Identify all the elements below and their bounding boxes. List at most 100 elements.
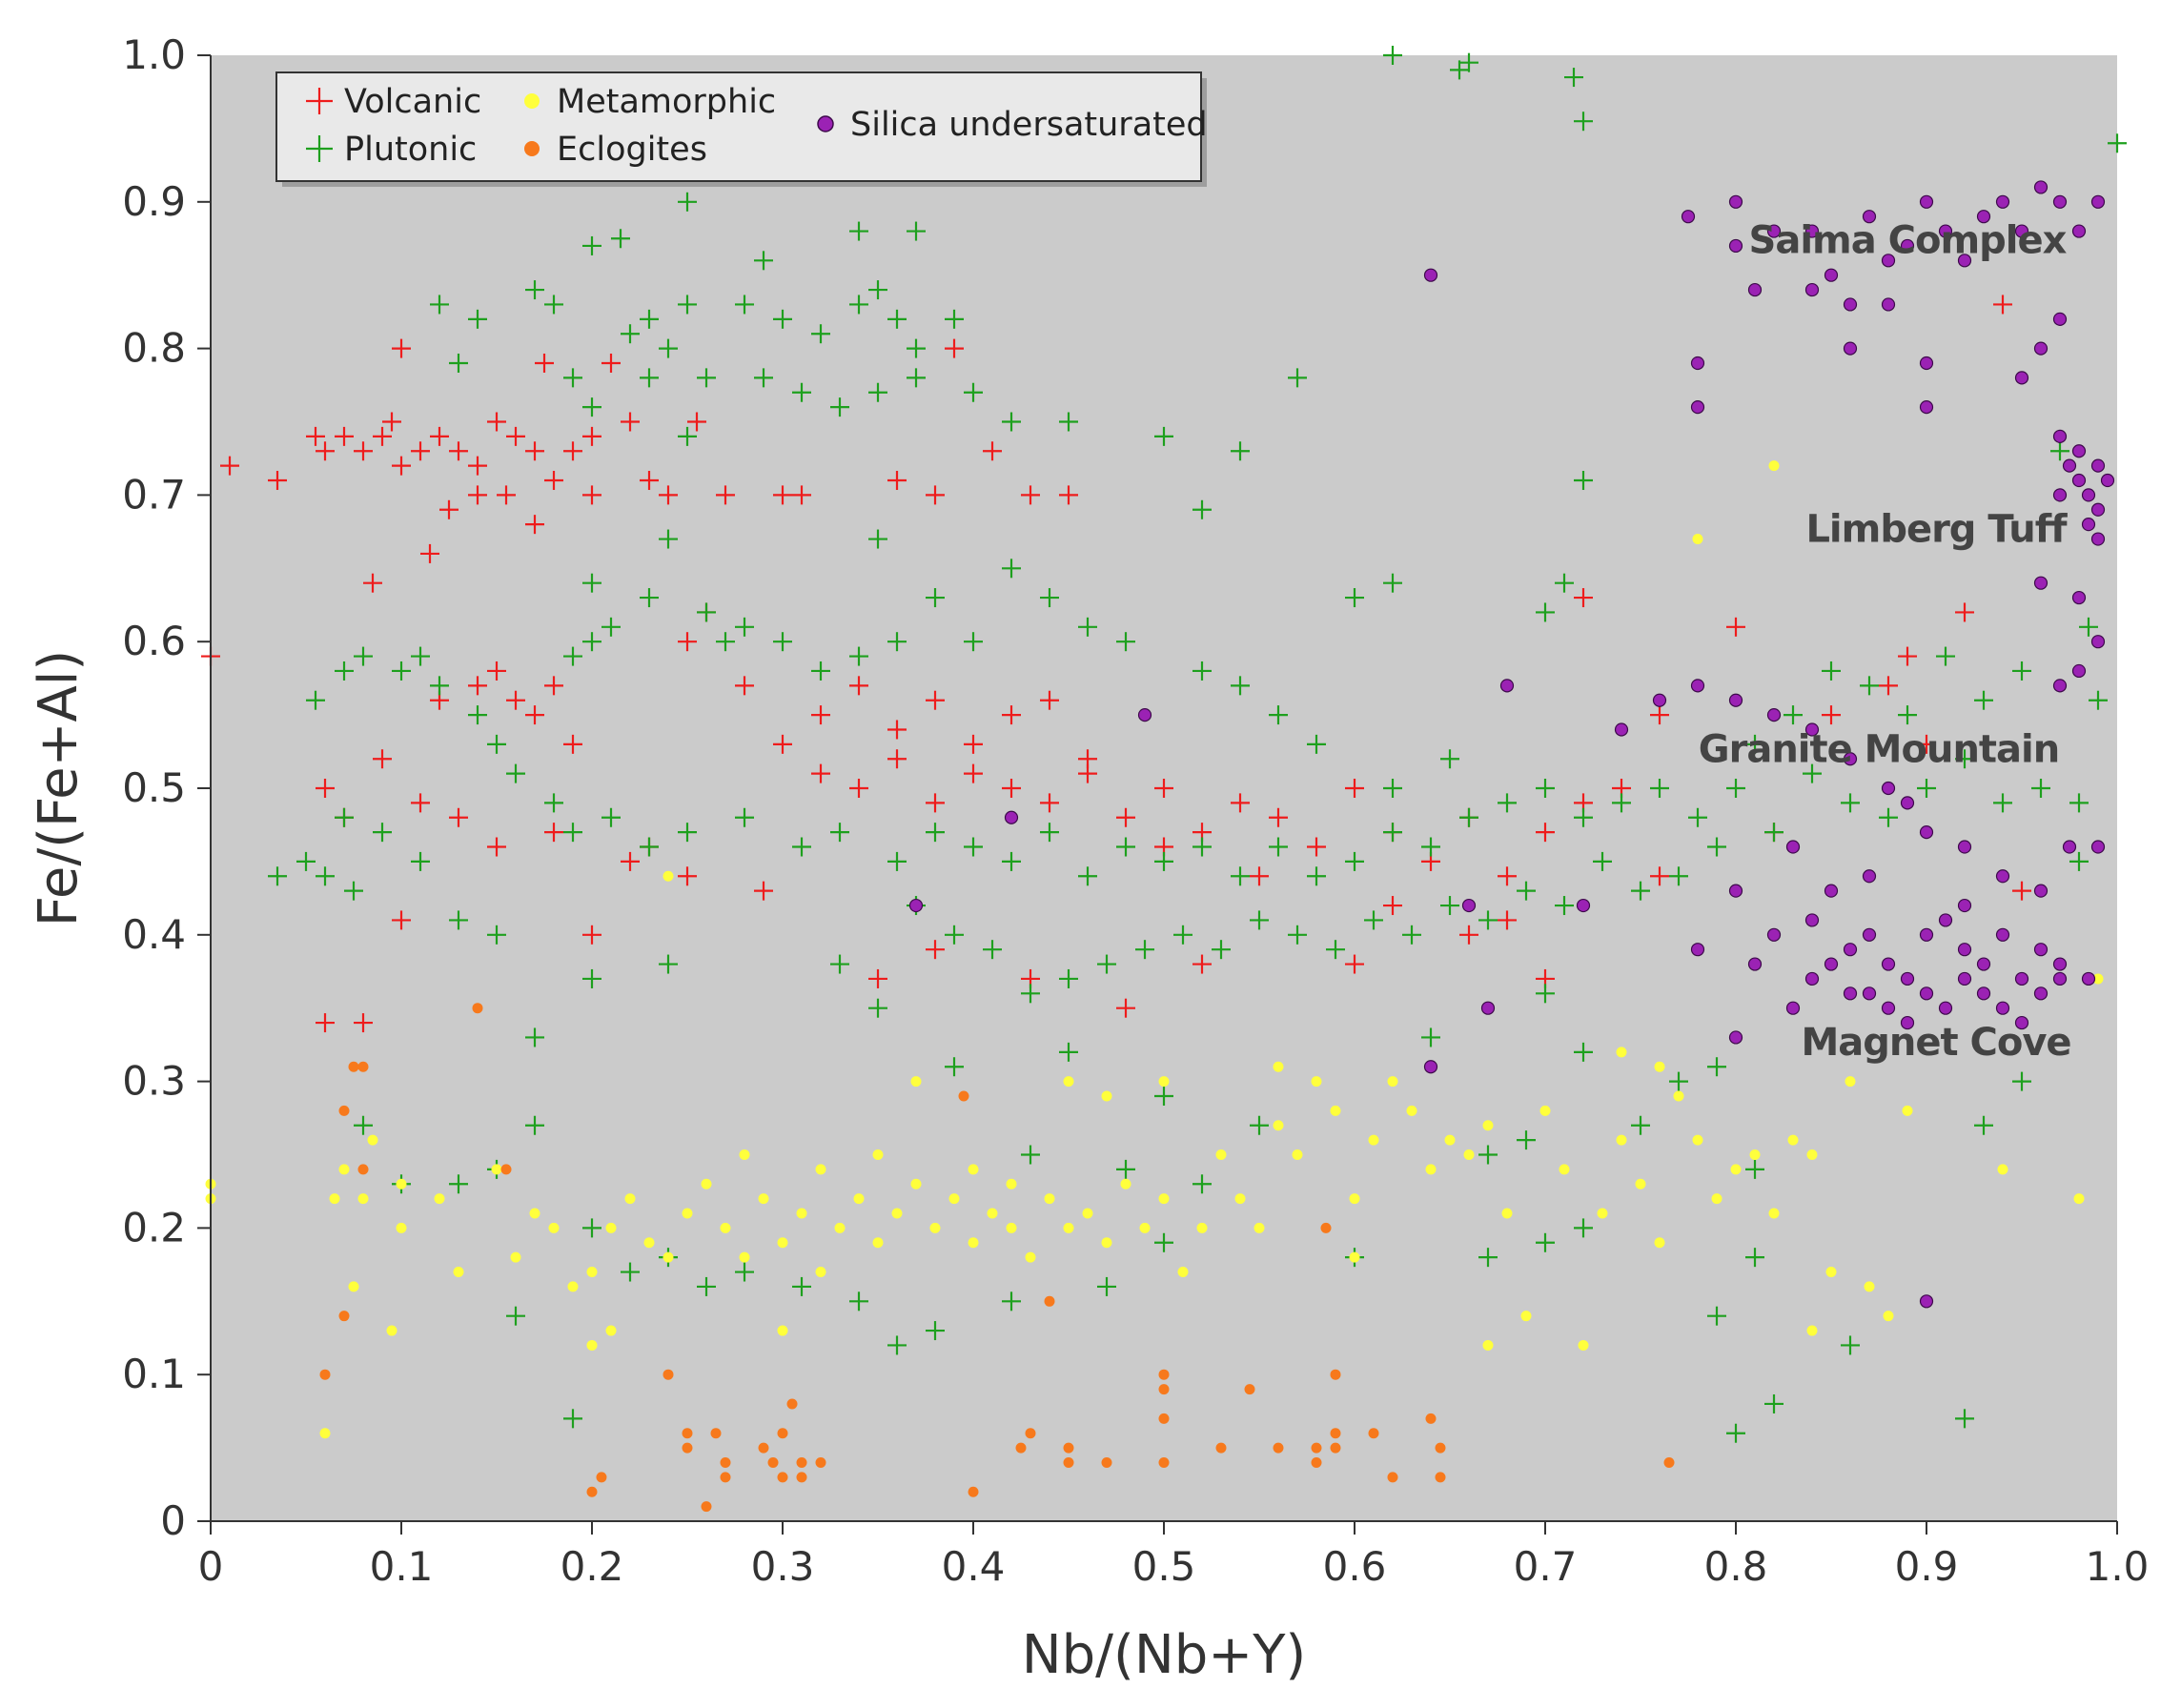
plutonic-point <box>1707 1057 1726 1077</box>
plutonic-point <box>1745 1159 1764 1179</box>
volcanic-point <box>220 456 239 476</box>
y-tick-label: 0.9 <box>122 178 186 225</box>
metamorphic-point <box>1559 1164 1570 1175</box>
plutonic-point <box>2069 793 2089 813</box>
plutonic-point <box>1116 837 1135 857</box>
silica-undersaturated-point <box>2014 971 2029 986</box>
metamorphic-point <box>2092 973 2104 985</box>
volcanic-point <box>468 485 487 505</box>
silica-undersaturated-point <box>1957 254 1972 268</box>
annotation-label: Magnet Cove <box>1801 1021 2070 1065</box>
plutonic-point <box>1002 559 1021 579</box>
silica-undersaturated-point <box>1881 1001 1896 1015</box>
silica-undersaturated-point <box>1690 356 1705 371</box>
metamorphic-point <box>1349 1193 1360 1205</box>
metamorphic-point <box>529 1208 540 1219</box>
volcanic-point <box>1040 793 1059 813</box>
metamorphic-point <box>1883 1311 1894 1322</box>
plutonic-point <box>697 368 716 388</box>
metamorphic-point <box>872 1149 884 1160</box>
plutonic-point <box>1097 954 1116 974</box>
plutonic-point <box>430 295 449 315</box>
y-tick-label: 0.7 <box>122 471 186 518</box>
metamorphic-point <box>834 1222 846 1233</box>
volcanic-point <box>487 661 506 681</box>
volcanic-point <box>363 573 382 593</box>
plutonic-point <box>2108 133 2127 153</box>
plutonic-point <box>1822 661 1841 681</box>
metamorphic-point <box>1692 534 1703 545</box>
plutonic-point <box>1154 1232 1173 1252</box>
plutonic-point <box>582 632 601 652</box>
metamorphic-point <box>1006 1178 1017 1190</box>
plutonic-point <box>1269 705 1288 725</box>
plutonic-point <box>1650 779 1669 798</box>
eclogites-point <box>720 1472 731 1483</box>
eclogites-point <box>701 1501 712 1513</box>
volcanic-point <box>849 676 868 696</box>
volcanic-point <box>544 471 563 491</box>
silica-undersaturated-point <box>2081 518 2096 532</box>
volcanic-point <box>601 353 621 373</box>
metamorphic-point <box>1463 1149 1475 1160</box>
plutonic-point <box>792 1276 811 1296</box>
plutonic-point <box>1459 807 1478 827</box>
silica-undersaturated-point <box>1862 986 1877 1001</box>
volcanic-point <box>1650 705 1669 725</box>
volcanic-point <box>1498 866 1517 886</box>
volcanic-point <box>1726 617 1745 637</box>
metamorphic-point <box>1749 1149 1761 1160</box>
metamorphic-point <box>1025 1251 1036 1263</box>
plutonic-point <box>1250 1115 1269 1135</box>
plutonic-point <box>1116 1159 1135 1179</box>
y-tick-label: 0.3 <box>122 1058 186 1105</box>
plutonic-point <box>1154 426 1173 446</box>
metamorphic-point <box>1845 1076 1856 1088</box>
plutonic-point <box>2079 617 2098 637</box>
volcanic-point <box>926 485 945 505</box>
plutonic-point <box>1764 1393 1784 1413</box>
metamorphic-point <box>1654 1237 1665 1249</box>
plutonic-point <box>1421 1027 1440 1047</box>
plutonic-point <box>659 529 678 549</box>
metamorphic-point <box>1730 1164 1742 1175</box>
plutonic-point <box>1212 940 1231 960</box>
x-tick-label: 0.3 <box>751 1543 815 1590</box>
silica-undersaturated-point <box>2014 224 2029 238</box>
metamorphic-point <box>720 1222 731 1233</box>
plutonic-point <box>2069 851 2089 871</box>
silica-undersaturated-point <box>2071 473 2087 488</box>
metamorphic-point <box>968 1164 979 1175</box>
volcanic-point <box>1307 837 1326 857</box>
plutonic-point <box>316 866 335 886</box>
eclogites-point <box>1025 1428 1036 1439</box>
legend-marker-plutonic <box>306 135 333 162</box>
plutonic-point <box>582 1218 601 1238</box>
plutonic-point <box>830 823 849 843</box>
metamorphic-point <box>1673 1090 1684 1102</box>
plutonic-point <box>1612 793 1631 813</box>
eclogites-point <box>1244 1384 1255 1395</box>
eclogites-point <box>662 1369 674 1380</box>
silica-undersaturated-point <box>1919 194 1934 209</box>
volcanic-point <box>1002 779 1021 798</box>
volcanic-point <box>306 426 325 446</box>
metamorphic-point <box>872 1237 884 1249</box>
volcanic-point <box>392 456 411 476</box>
silica-undersaturated-point <box>1766 224 1782 238</box>
volcanic-point <box>926 690 945 710</box>
metamorphic-point <box>1273 1061 1284 1072</box>
silica-undersaturated-point <box>1747 282 1763 297</box>
volcanic-point <box>525 441 544 461</box>
plutonic-point <box>1784 705 1803 725</box>
plutonic-point <box>1955 749 1974 769</box>
plutonic-point <box>582 397 601 417</box>
volcanic-point <box>1383 896 1402 916</box>
plutonic-point <box>2012 661 2031 681</box>
silica-undersaturated-point <box>1862 869 1877 884</box>
plutonic-point <box>1002 851 1021 871</box>
volcanic-point <box>868 968 887 988</box>
legend-label-volcanic: Volcanic <box>344 83 481 121</box>
plutonic-point <box>335 807 354 827</box>
plutonic-point <box>1564 68 1583 88</box>
